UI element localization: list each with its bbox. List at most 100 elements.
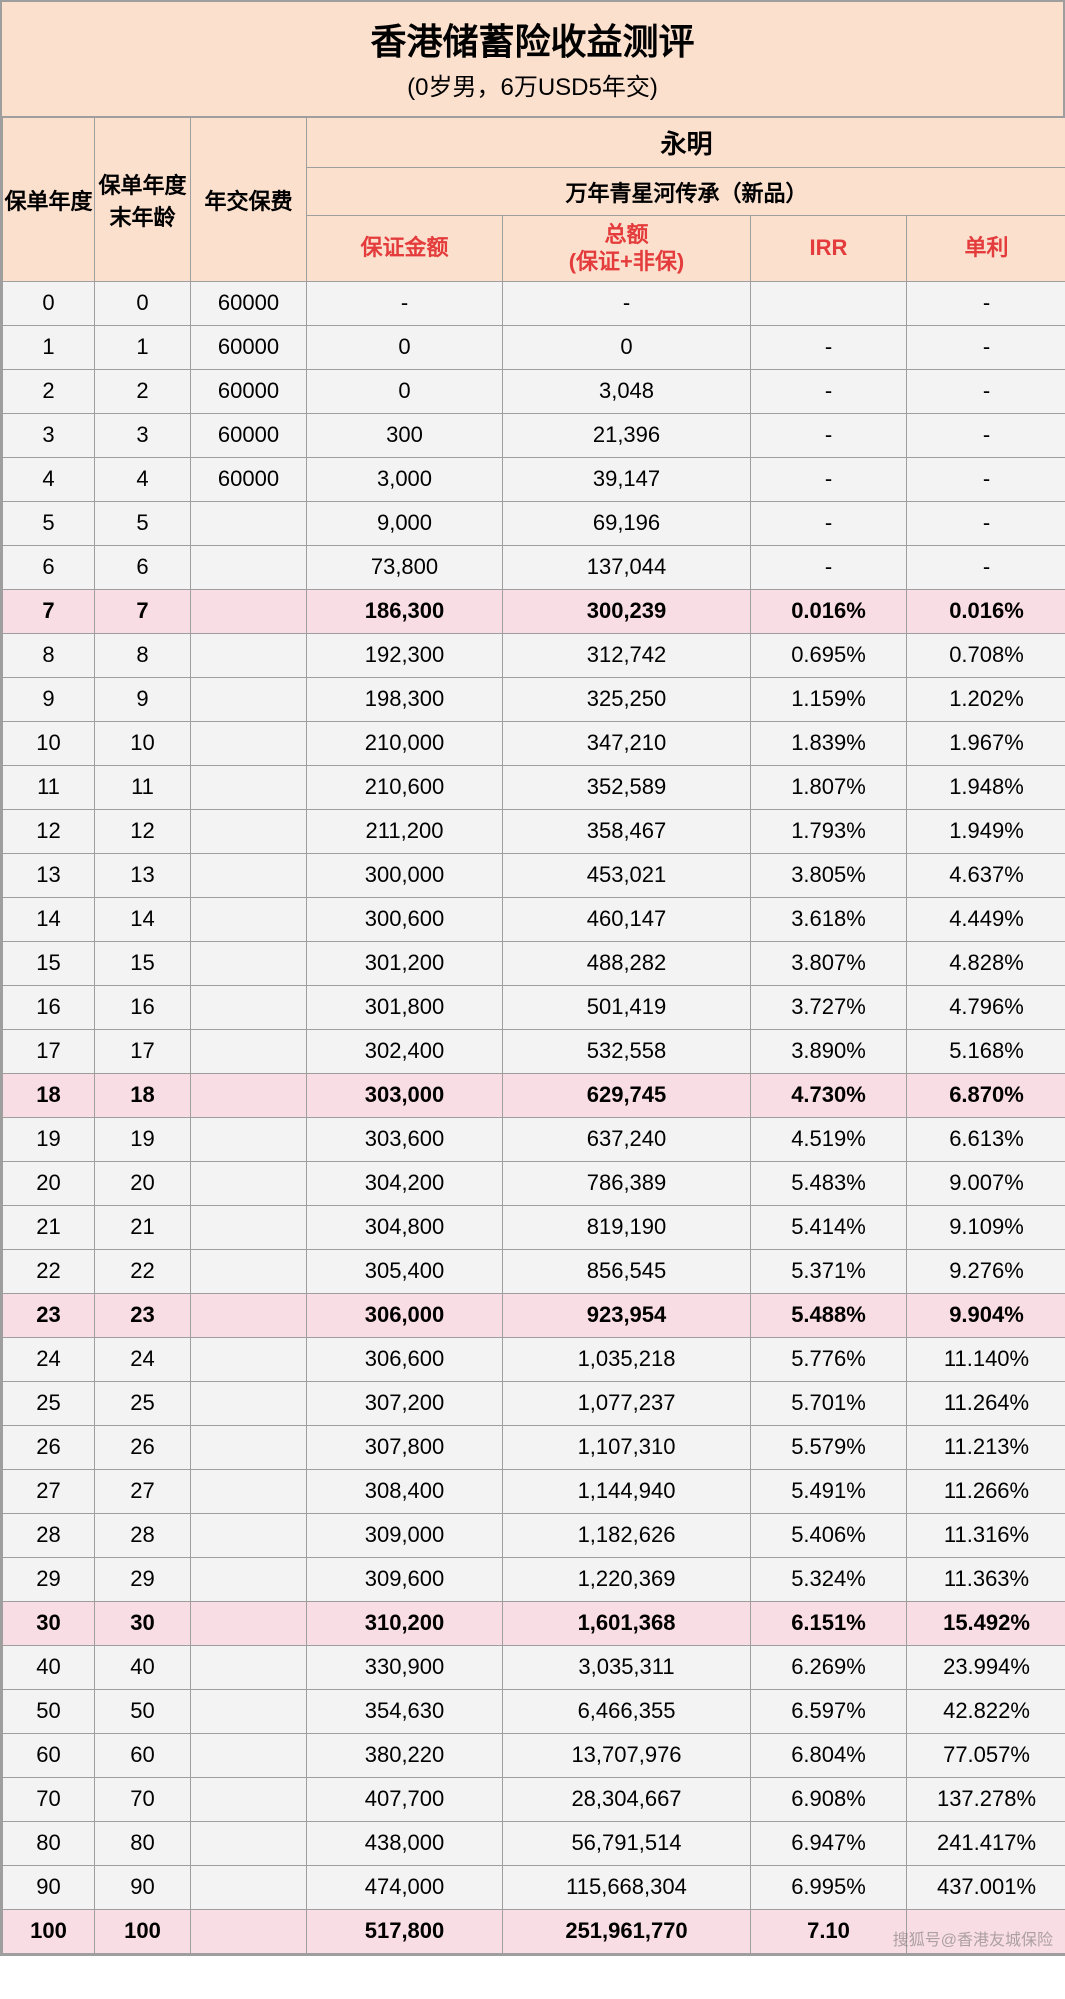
cell-total: 3,048: [503, 369, 751, 413]
cell-guaranteed: 380,220: [307, 1733, 503, 1777]
cell-irr: 5.324%: [751, 1557, 907, 1601]
cell-guaranteed: 305,400: [307, 1249, 503, 1293]
cell-age: 100: [95, 1909, 191, 1953]
cell-premium: [191, 1777, 307, 1821]
cell-irr: 6.269%: [751, 1645, 907, 1689]
cell-age: 6: [95, 545, 191, 589]
data-table: 保单年度 保单年度末年龄 年交保费 永明 万年青星河传承（新品） 保证金额 总额…: [2, 117, 1065, 1954]
cell-guaranteed: 301,200: [307, 941, 503, 985]
cell-year: 16: [3, 985, 95, 1029]
cell-simple: 15.492%: [907, 1601, 1065, 1645]
cell-premium: [191, 1733, 307, 1777]
cell-simple: 1.948%: [907, 765, 1065, 809]
cell-year: 11: [3, 765, 95, 809]
cell-total: 352,589: [503, 765, 751, 809]
cell-total: 856,545: [503, 1249, 751, 1293]
table-row: 1414300,600460,1473.618%4.449%: [3, 897, 1065, 941]
cell-premium: [191, 589, 307, 633]
cell-total: 819,190: [503, 1205, 751, 1249]
cell-age: 18: [95, 1073, 191, 1117]
cell-irr: 3.618%: [751, 897, 907, 941]
table-row: 7070407,70028,304,6676.908%137.278%: [3, 1777, 1065, 1821]
cell-guaranteed: 310,200: [307, 1601, 503, 1645]
cell-irr: 6.995%: [751, 1865, 907, 1909]
cell-premium: [191, 1117, 307, 1161]
header-guaranteed: 保证金额: [307, 216, 503, 282]
cell-simple: 9.276%: [907, 1249, 1065, 1293]
cell-year: 26: [3, 1425, 95, 1469]
cell-age: 15: [95, 941, 191, 985]
cell-age: 29: [95, 1557, 191, 1601]
cell-age: 20: [95, 1161, 191, 1205]
cell-guaranteed: 303,000: [307, 1073, 503, 1117]
cell-year: 22: [3, 1249, 95, 1293]
cell-irr: 5.491%: [751, 1469, 907, 1513]
cell-age: 5: [95, 501, 191, 545]
cell-premium: [191, 809, 307, 853]
cell-age: 9: [95, 677, 191, 721]
cell-guaranteed: 354,630: [307, 1689, 503, 1733]
table-row: 99198,300325,2501.159%1.202%: [3, 677, 1065, 721]
cell-year: 19: [3, 1117, 95, 1161]
cell-total: 1,107,310: [503, 1425, 751, 1469]
cell-year: 28: [3, 1513, 95, 1557]
table-row: 0060000---: [3, 281, 1065, 325]
header-company: 永明: [307, 118, 1065, 168]
cell-simple: 77.057%: [907, 1733, 1065, 1777]
cell-premium: [191, 1469, 307, 1513]
cell-premium: [191, 1381, 307, 1425]
table-row: 2121304,800819,1905.414%9.109%: [3, 1205, 1065, 1249]
cell-total: 786,389: [503, 1161, 751, 1205]
table-row: 2626307,8001,107,3105.579%11.213%: [3, 1425, 1065, 1469]
cell-age: 0: [95, 281, 191, 325]
cell-total: 358,467: [503, 809, 751, 853]
cell-age: 8: [95, 633, 191, 677]
cell-premium: [191, 941, 307, 985]
cell-simple: 9.109%: [907, 1205, 1065, 1249]
cell-premium: [191, 633, 307, 677]
table-row: 2525307,2001,077,2375.701%11.264%: [3, 1381, 1065, 1425]
cell-irr: -: [751, 369, 907, 413]
cell-irr: 3.807%: [751, 941, 907, 985]
cell-premium: [191, 985, 307, 1029]
insurance-return-table: 香港储蓄险收益测评 (0岁男，6万USD5年交) 保单年度 保单年度末年龄 年交…: [0, 0, 1065, 1956]
cell-guaranteed: 9,000: [307, 501, 503, 545]
cell-year: 60: [3, 1733, 95, 1777]
cell-total: 488,282: [503, 941, 751, 985]
cell-total: 453,021: [503, 853, 751, 897]
cell-total: 69,196: [503, 501, 751, 545]
cell-total: 28,304,667: [503, 1777, 751, 1821]
cell-premium: [191, 1865, 307, 1909]
table-row: 2020304,200786,3895.483%9.007%: [3, 1161, 1065, 1205]
cell-guaranteed: 307,800: [307, 1425, 503, 1469]
header-simple: 单利: [907, 216, 1065, 282]
cell-irr: 0.016%: [751, 589, 907, 633]
header-total: 总额 (保证+非保): [503, 216, 751, 282]
cell-irr: 5.488%: [751, 1293, 907, 1337]
cell-irr: 0.695%: [751, 633, 907, 677]
cell-total: 501,419: [503, 985, 751, 1029]
cell-simple: 11.316%: [907, 1513, 1065, 1557]
table-row: 226000003,048--: [3, 369, 1065, 413]
cell-year: 21: [3, 1205, 95, 1249]
header-total-l2: (保证+非保): [569, 249, 685, 274]
cell-total: 923,954: [503, 1293, 751, 1337]
cell-irr: 3.805%: [751, 853, 907, 897]
header-premium: 年交保费: [191, 118, 307, 282]
cell-premium: [191, 1601, 307, 1645]
cell-irr: 1.839%: [751, 721, 907, 765]
table-row: 6673,800137,044--: [3, 545, 1065, 589]
cell-simple: 4.796%: [907, 985, 1065, 1029]
cell-simple: 437.001%: [907, 1865, 1065, 1909]
cell-simple: -: [907, 325, 1065, 369]
cell-simple: 1.202%: [907, 677, 1065, 721]
cell-premium: [191, 1645, 307, 1689]
cell-total: 1,077,237: [503, 1381, 751, 1425]
title-block: 香港储蓄险收益测评 (0岁男，6万USD5年交): [2, 2, 1063, 117]
cell-guaranteed: 300,600: [307, 897, 503, 941]
cell-simple: 241.417%: [907, 1821, 1065, 1865]
cell-guaranteed: 211,200: [307, 809, 503, 853]
cell-year: 17: [3, 1029, 95, 1073]
cell-year: 0: [3, 281, 95, 325]
cell-premium: [191, 721, 307, 765]
